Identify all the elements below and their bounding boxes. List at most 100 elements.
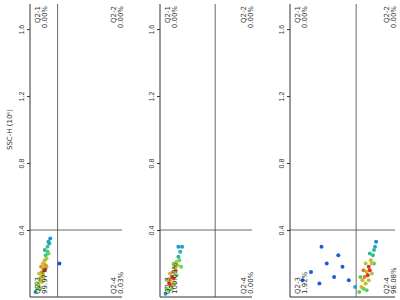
- quadrant-percent: 0.03%: [117, 271, 125, 294]
- tick: 1.2: [148, 92, 160, 102]
- tick-label: 1.2: [18, 92, 25, 102]
- event-point: [309, 270, 313, 274]
- x-axis-line: [160, 297, 252, 298]
- panel: 0.40.81.21.6Q2-10.00%Q2-20.00%Q2-3100.00…: [148, 4, 255, 297]
- quadrant-percent: 0.00%: [247, 6, 255, 29]
- tick: 0.4: [278, 226, 290, 236]
- tick-label: 0.4: [148, 226, 155, 236]
- event-point: [358, 275, 362, 279]
- quadrant-percent: 1.92%: [301, 271, 309, 294]
- event-point: [367, 278, 371, 282]
- tick: 1.6: [278, 25, 290, 35]
- tick-mark: [157, 163, 160, 164]
- gate-y: [30, 230, 122, 231]
- event-point: [341, 265, 345, 269]
- tick-mark: [27, 96, 30, 97]
- event-point: [320, 245, 324, 249]
- plot-area: [290, 4, 395, 297]
- tick-mark: [287, 96, 290, 97]
- tick: 0.4: [148, 226, 160, 236]
- event-point: [364, 282, 368, 286]
- quadrant-percent: 98.08%: [390, 267, 398, 294]
- gate-x: [356, 4, 357, 297]
- event-point: [179, 265, 183, 269]
- tick: 1.2: [278, 92, 290, 102]
- quadrant-percent: 100.00%: [171, 263, 179, 294]
- tick: 0.8: [18, 159, 30, 169]
- event-point: [45, 245, 49, 249]
- quadrant-percent: 0.00%: [247, 271, 255, 294]
- tick-label: 0.4: [18, 226, 25, 236]
- tick-mark: [287, 230, 290, 231]
- event-point: [57, 262, 61, 266]
- event-point: [369, 258, 373, 262]
- tick-label: 1.6: [18, 25, 25, 35]
- tick-mark: [27, 163, 30, 164]
- figure: 0.40.81.21.6SSC-H (10⁶)Q2-10.00%Q2-20.00…: [0, 0, 400, 300]
- event-point: [364, 262, 368, 266]
- tick-label: 0.4: [278, 226, 285, 236]
- tick-mark: [157, 96, 160, 97]
- tick-label: 0.8: [148, 159, 155, 169]
- tick: 1.6: [18, 25, 30, 35]
- gate-x: [215, 4, 216, 297]
- panel: 0.40.81.21.6Q2-10.00%Q2-20.00%Q2-31.92%Q…: [278, 4, 398, 297]
- event-point: [317, 282, 321, 286]
- event-point: [360, 278, 364, 282]
- event-point: [353, 285, 357, 289]
- tick-mark: [27, 230, 30, 231]
- tick-label: 1.6: [148, 25, 155, 35]
- gate-y: [160, 230, 252, 231]
- tick: 1.6: [148, 25, 160, 35]
- event-point: [44, 263, 48, 267]
- event-point: [46, 251, 50, 255]
- event-point: [176, 245, 180, 249]
- event-point: [365, 288, 369, 292]
- tick-label: 0.8: [278, 159, 285, 169]
- event-point: [180, 245, 184, 249]
- y-axis: 0.4 0.8 1.2 1.6: [148, 4, 160, 297]
- event-point: [366, 273, 370, 277]
- y-axis-line: [290, 4, 291, 297]
- tick: 1.2: [18, 92, 30, 102]
- quadrant-percent: 0.00%: [390, 6, 398, 29]
- tick-label: 1.6: [278, 25, 285, 35]
- event-point: [325, 262, 329, 266]
- tick: 0.8: [278, 159, 290, 169]
- gate-x: [57, 4, 58, 297]
- panel: 0.40.81.21.6SSC-H (10⁶)Q2-10.00%Q2-20.00…: [6, 4, 125, 297]
- quadrant-percent: 99.97%: [41, 267, 49, 294]
- event-point: [359, 285, 363, 289]
- quadrant-percent: 0.00%: [117, 6, 125, 29]
- y-axis-line: [30, 4, 31, 297]
- tick-mark: [27, 29, 30, 30]
- tick-label: 1.2: [278, 92, 285, 102]
- y-axis: 0.4 0.8 1.2 1.6: [278, 4, 290, 297]
- x-axis-line: [30, 297, 122, 298]
- event-point: [370, 272, 374, 276]
- event-point: [362, 268, 366, 272]
- event-point: [368, 268, 372, 272]
- event-point: [336, 253, 340, 257]
- event-point: [347, 278, 351, 282]
- y-axis: 0.4 0.8 1.2 1.6: [18, 4, 30, 297]
- x-axis-line: [290, 297, 395, 298]
- event-point: [374, 240, 378, 244]
- tick-mark: [157, 29, 160, 30]
- tick: 0.4: [18, 226, 30, 236]
- event-point: [372, 248, 376, 252]
- event-point: [176, 255, 180, 259]
- y-axis-line: [160, 4, 161, 297]
- plot-area: [160, 4, 252, 297]
- event-point: [46, 240, 50, 244]
- tick-label: 1.2: [148, 92, 155, 102]
- tick-mark: [287, 29, 290, 30]
- plot-area: [30, 4, 122, 297]
- tick-mark: [287, 163, 290, 164]
- event-point: [368, 251, 372, 255]
- tick-label: 0.8: [18, 159, 25, 169]
- y-axis-title: SSC-H (10⁶): [6, 109, 14, 150]
- event-point: [357, 290, 361, 294]
- quadrant-percent: 0.00%: [41, 6, 49, 29]
- event-point: [178, 250, 182, 254]
